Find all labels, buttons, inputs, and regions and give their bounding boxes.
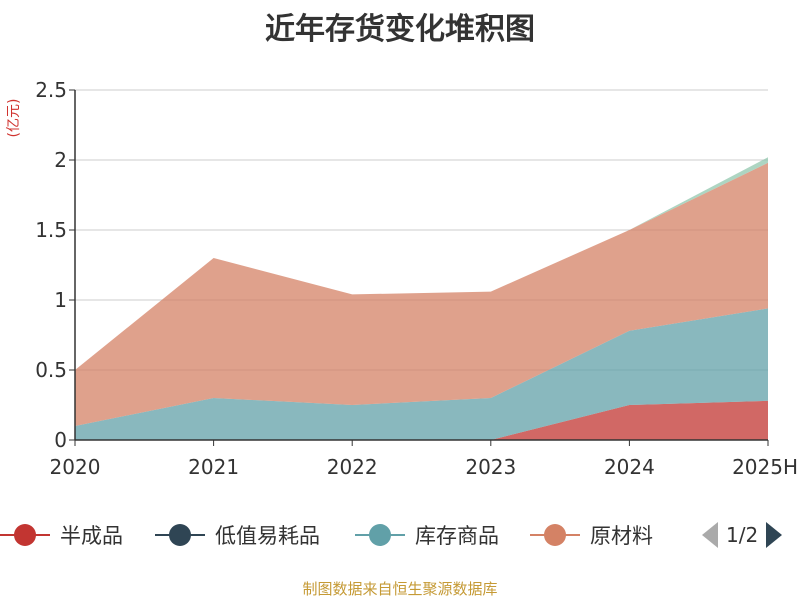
legend-swatch-icon: [155, 524, 205, 546]
data-source-note: 制图数据来自恒生聚源数据库: [302, 580, 498, 598]
x-tick-label: 2025H: [732, 455, 798, 479]
chart-title: 近年存货变化堆积图: [265, 12, 535, 47]
x-tick-label: 2024: [604, 455, 655, 479]
legend-label: 半成品: [60, 524, 123, 548]
legend-swatch-icon: [530, 524, 580, 546]
legend-page-indicator: 1/2: [726, 523, 759, 547]
y-axis-label: (亿元): [6, 99, 22, 138]
area-series-2[interactable]: [75, 308, 768, 440]
legend-pager: 1/2: [700, 515, 784, 555]
x-tick-label: 2022: [327, 455, 378, 479]
legend-label: 原材料: [590, 524, 653, 548]
x-tick-label: 2023: [465, 455, 516, 479]
legend-item[interactable]: 半成品: [0, 515, 123, 555]
legend-label: 库存商品: [415, 524, 499, 548]
legend-swatch-icon: [355, 524, 405, 546]
y-tick-label: 0.5: [35, 358, 67, 382]
legend-swatch-icon: [0, 524, 50, 546]
x-tick-label: 2021: [188, 455, 239, 479]
axes: 0 0.5 1 1.5 2 2.5 2020 2021 2022 2023 2024 2025H: [35, 78, 798, 479]
area-series-0[interactable]: [75, 400, 768, 440]
legend-item[interactable]: 低值易耗品: [155, 515, 320, 555]
legend-item[interactable]: 原材料: [530, 515, 653, 555]
legend-item[interactable]: 库存商品: [355, 515, 499, 555]
y-tick-label: 2: [54, 148, 67, 172]
area-series-3[interactable]: [75, 162, 768, 427]
y-tick-label: 0: [54, 428, 67, 452]
legend-label: 低值易耗品: [215, 524, 320, 548]
x-tick-label: 2020: [50, 455, 101, 479]
triangle-left-icon[interactable]: [700, 520, 720, 550]
area-series: [75, 157, 768, 440]
y-tick-label: 1.5: [35, 218, 67, 242]
legend: 半成品 低值易耗品 库存商品 原材料 1/2: [0, 515, 800, 555]
y-tick-label: 2.5: [35, 78, 67, 102]
y-tick-label: 1: [54, 288, 67, 312]
triangle-right-icon[interactable]: [764, 520, 784, 550]
